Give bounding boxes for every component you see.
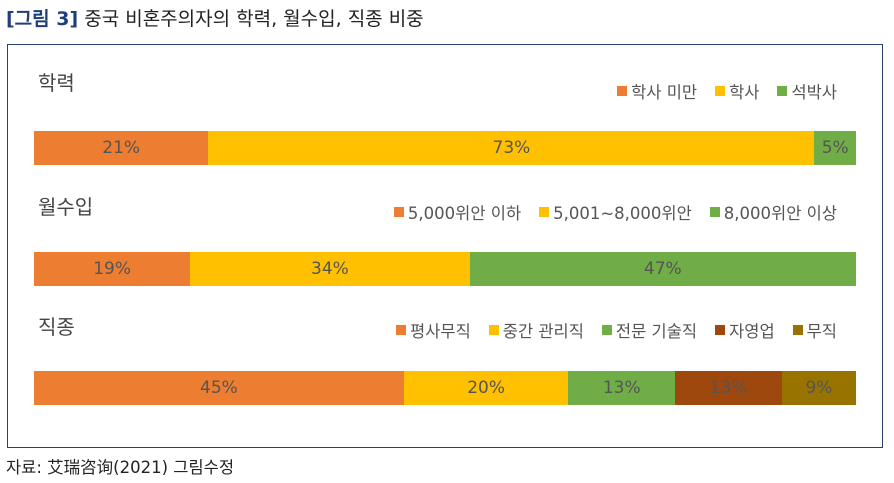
legend-label: 학사 미만 [631, 83, 698, 102]
legend-label: 전문 기술직 [615, 322, 698, 341]
legend-swatch-icon [709, 207, 720, 217]
legend-label: 5,001~8,000위안 [553, 204, 692, 223]
legend-item: 자영업 [715, 318, 775, 342]
legend-item: 5,000위안 이하 [393, 200, 522, 224]
legend-swatch-icon [777, 86, 788, 96]
bar-segment-2-4: 9% [782, 371, 856, 405]
figure-number: [그림 3] [6, 8, 79, 30]
bar-segment-2-2: 13% [568, 371, 676, 405]
legend-label: 학사 [729, 83, 760, 102]
legend-label: 중간 관리직 [502, 322, 584, 341]
bar-income: 19% 34% 47% [34, 252, 856, 286]
legend-item: 중간 관리직 [488, 318, 584, 342]
bar-segment-0-0: 21% [34, 131, 209, 165]
bar-segment-0-2: 5% [814, 131, 856, 165]
legend-income: 5,000위안 이하 5,001~8,000위안 8,000위안 이상 [376, 200, 837, 224]
bar-segment-label: 34% [311, 259, 349, 279]
section-label-education: 학력 [38, 71, 75, 95]
legend-swatch-icon [715, 86, 726, 96]
legend-item: 무직 [792, 318, 837, 342]
bar-segment-label: 21% [102, 138, 141, 158]
bar-segment-2-0: 45% [34, 371, 404, 405]
legend-swatch-icon [617, 86, 628, 96]
bar-segment-1-2: 47% [469, 252, 856, 286]
bar-segment-label: 73% [492, 138, 531, 158]
legend-label: 평사무직 [410, 322, 471, 341]
bar-occupation: 45% 20% 13% 13% 9% [34, 371, 856, 405]
legend-item: 8,000위안 이상 [709, 200, 837, 224]
bar-segment-label: 5% [821, 138, 849, 158]
legend-label: 5,000위안 이하 [407, 204, 522, 223]
legend-swatch-icon [396, 325, 407, 335]
bar-segment-label: 20% [467, 378, 505, 398]
legend-swatch-icon [715, 325, 726, 335]
chart-frame: 학력 학사 미만 학사 석박사 21% 73% 5% 월수입 5,000위안 이하 5,0… [7, 44, 883, 448]
legend-education: 학사 미만 학사 석박사 [599, 79, 837, 103]
source-note: 자료: 艾瑞咨询(2021) 그림수정 [6, 458, 234, 477]
legend-label: 자영업 [729, 322, 775, 341]
section-label-income: 월수입 [38, 195, 94, 219]
legend-item: 전문 기술직 [601, 318, 698, 342]
figure-caption: 중국 비혼주의자의 학력, 월수입, 직종 비중 [84, 8, 424, 30]
bar-segment-1-0: 19% [34, 252, 191, 286]
bar-education: 21% 73% 5% [34, 131, 856, 165]
legend-item: 학사 [715, 79, 759, 103]
legend-item: 학사 미만 [617, 79, 697, 103]
figure-title: [그림 3] 중국 비혼주의자의 학력, 월수입, 직종 비중 [6, 4, 424, 31]
legend-item: 5,001~8,000위안 [539, 200, 692, 224]
bar-segment-label: 13% [709, 378, 748, 398]
bar-segment-2-1: 20% [403, 371, 569, 405]
legend-label: 무직 [806, 322, 837, 341]
legend-label: 8,000위안 이상 [723, 204, 837, 223]
bar-segment-0-1: 73% [208, 131, 815, 165]
bar-segment-label: 13% [602, 378, 641, 398]
legend-swatch-icon [601, 325, 612, 335]
bar-segment-label: 9% [805, 378, 833, 398]
legend-swatch-icon [792, 325, 803, 335]
bar-segment-label: 19% [93, 259, 131, 279]
legend-item: 평사무직 [396, 318, 471, 342]
legend-occupation: 평사무직 중간 관리직 전문 기술직 자영업 무직 [378, 318, 837, 342]
legend-swatch-icon [393, 207, 404, 217]
legend-item: 석박사 [777, 79, 837, 103]
bar-segment-1-1: 34% [190, 252, 470, 286]
legend-swatch-icon [488, 325, 499, 335]
bar-segment-label: 45% [200, 378, 238, 398]
legend-label: 석박사 [791, 83, 837, 102]
legend-swatch-icon [539, 207, 550, 217]
bar-segment-label: 47% [643, 259, 682, 279]
section-label-occupation: 직종 [38, 315, 75, 339]
bar-segment-2-3: 13% [675, 371, 782, 405]
